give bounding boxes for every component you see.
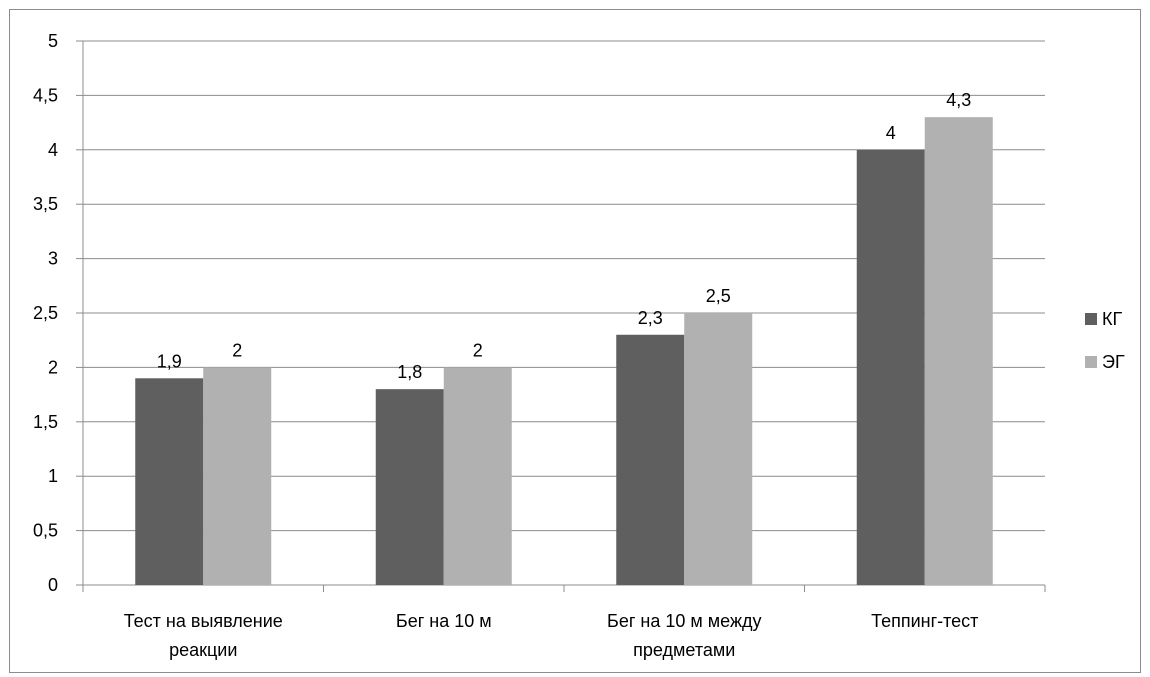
bar [443, 367, 512, 585]
bar [924, 117, 993, 585]
category-label: предметами [633, 640, 735, 660]
data-label: 1,9 [157, 351, 182, 371]
y-tick-label: 2 [48, 357, 58, 377]
legend-swatch [1085, 313, 1097, 325]
legend-swatch [1085, 356, 1097, 368]
data-label: 4 [886, 123, 896, 143]
y-tick-label: 4 [48, 140, 58, 160]
y-tick-label: 0,5 [33, 521, 58, 541]
data-label: 2 [232, 340, 242, 360]
bar [203, 367, 272, 585]
y-tick-label: 3 [48, 249, 58, 269]
data-label: 2,3 [638, 308, 663, 328]
y-tick-label: 0 [48, 575, 58, 595]
data-label: 4,3 [946, 90, 971, 110]
category-label: Бег на 10 м между [607, 611, 761, 631]
category-label: Тест на выявление [124, 611, 283, 631]
bar [135, 378, 204, 585]
data-label: 2 [473, 340, 483, 360]
data-label: 2,5 [706, 286, 731, 306]
bar [616, 334, 685, 585]
bar [684, 313, 753, 585]
y-tick-label: 4,5 [33, 85, 58, 105]
y-tick-label: 2,5 [33, 303, 58, 323]
chart-frame [9, 9, 1141, 673]
category-label: Бег на 10 м [396, 611, 492, 631]
category-label: реакции [169, 640, 237, 660]
y-tick-label: 1 [48, 466, 58, 486]
y-tick-label: 5 [48, 31, 58, 51]
bar [375, 389, 444, 585]
bar [856, 149, 925, 586]
legend-label: КГ [1102, 309, 1122, 329]
y-tick-label: 3,5 [33, 194, 58, 214]
category-label: Теппинг-тест [871, 611, 978, 631]
legend-label: ЭГ [1102, 352, 1125, 372]
y-tick-label: 1,5 [33, 412, 58, 432]
data-label: 1,8 [397, 362, 422, 382]
